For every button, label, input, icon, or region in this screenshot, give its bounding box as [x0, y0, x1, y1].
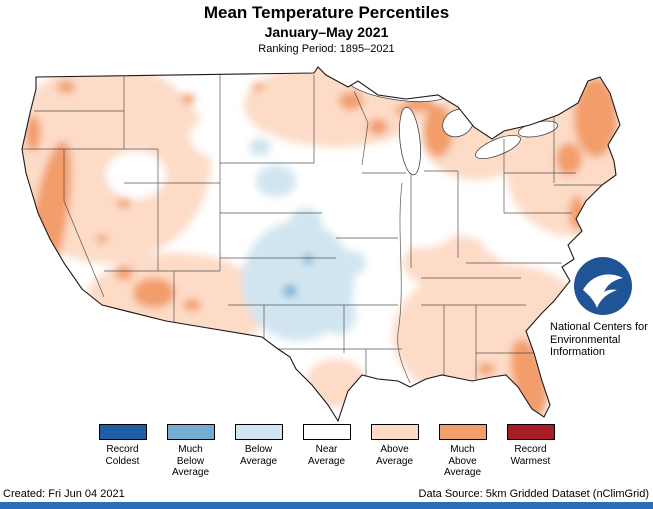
noaa-logo-icon	[574, 257, 632, 315]
much-below-regions	[283, 254, 313, 297]
legend-item-record-coldest: Record Coldest	[98, 424, 147, 479]
legend-swatch-much-below	[166, 424, 215, 440]
near-average-regions	[106, 117, 526, 266]
bottom-accent-bar	[0, 502, 653, 509]
legend-item-record-warmest: Record Warmest	[506, 424, 555, 479]
legend-item-much-above: Much Above Average	[438, 424, 487, 479]
legend-item-below: Below Average	[234, 424, 283, 479]
legend-item-near: Near Average	[302, 424, 351, 479]
legend-item-much-below: Much Below Average	[166, 424, 215, 479]
map-subtitle: January–May 2021	[264, 24, 389, 40]
legend-swatch-record-warmest	[506, 424, 555, 440]
data-source: Data Source: 5km Gridded Dataset (nClimG…	[418, 488, 649, 500]
legend-label: Much Above Average	[443, 444, 482, 478]
legend-item-above: Above Average	[370, 424, 419, 479]
legend-swatch-record-coldest	[98, 424, 147, 440]
legend-label: Above Average	[375, 444, 414, 467]
ranking-period: Ranking Period: 1895–2021	[258, 43, 395, 55]
legend-swatch-much-above	[438, 424, 487, 440]
percentile-legend: Record Coldest Much Below Average Below …	[0, 424, 653, 479]
map-title: Mean Temperature Percentiles	[203, 3, 450, 22]
ncei-name-line3: Information	[550, 346, 606, 358]
noaa-branding: National Centers for Environmental Infor…	[548, 256, 650, 359]
legend-label: Near Average	[307, 444, 346, 467]
ncei-name-line2: Environmental	[550, 333, 621, 346]
legend-swatch-above	[370, 424, 419, 440]
created-date: Created: Fri Jun 04 2021	[3, 488, 125, 500]
ncei-name-line1: National Centers for	[550, 321, 648, 333]
legend-label: Record Coldest	[105, 444, 140, 467]
legend-swatch-near	[302, 424, 351, 440]
legend-label: Record Warmest	[510, 444, 551, 467]
legend-label: Below Average	[239, 444, 278, 467]
state-borders	[22, 75, 602, 384]
us-map	[21, 66, 621, 423]
us-outline	[21, 66, 621, 423]
legend-label: Much Below Average	[171, 444, 210, 478]
legend-swatch-below	[234, 424, 283, 440]
